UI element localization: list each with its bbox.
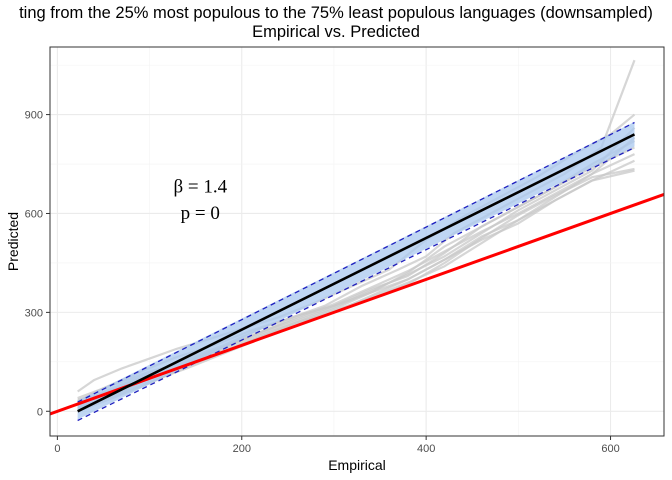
empirical-series-line xyxy=(77,59,636,403)
x-tick-label: 0 xyxy=(54,443,60,455)
chart-subtitle: Empirical vs. Predicted xyxy=(252,23,420,41)
empirical-series-line xyxy=(77,113,636,393)
p-annotation: p = 0 xyxy=(181,203,220,224)
y-tick-label: 0 xyxy=(37,406,43,418)
prediction-lower-dashed-line xyxy=(77,146,635,422)
x-axis-title: Empirical xyxy=(328,457,386,473)
confidence-band xyxy=(77,121,635,420)
beta-annotation: β = 1.4 xyxy=(173,177,227,198)
x-tick-label: 200 xyxy=(233,443,251,455)
band-layer xyxy=(50,121,664,422)
y-tick-label: 600 xyxy=(25,208,43,220)
y-axis-title: Predicted xyxy=(5,212,21,271)
y-tick-label: 300 xyxy=(25,307,43,319)
x-tick-label: 600 xyxy=(601,443,619,455)
chart-title: ting from the 25% most populous to the 7… xyxy=(19,4,653,22)
plot-panel-border xyxy=(49,46,665,437)
y-tick-label: 900 xyxy=(25,110,43,122)
identity-red-line xyxy=(50,192,664,416)
x-tick-label: 400 xyxy=(417,443,435,455)
prediction-upper-dashed-line xyxy=(77,121,635,403)
fit-line xyxy=(77,133,636,413)
axes: 0 200 400 600 0 300 600 900 xyxy=(25,110,620,455)
